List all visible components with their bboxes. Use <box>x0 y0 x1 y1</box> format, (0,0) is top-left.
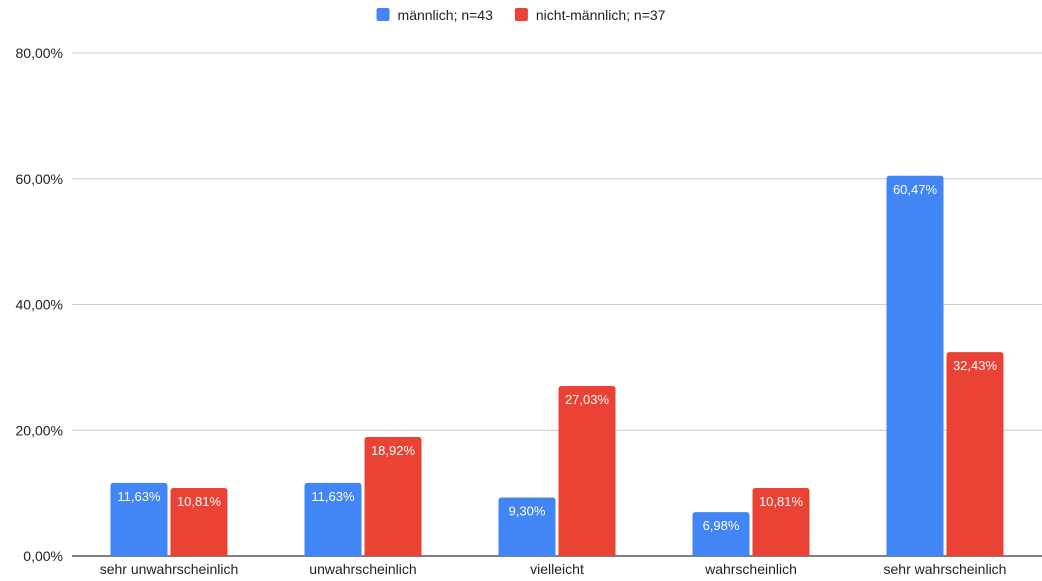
legend-swatch <box>514 8 528 21</box>
legend-label: nicht-männlich; n=37 <box>536 7 666 23</box>
data-label: 11,63% <box>117 489 161 504</box>
legend-label: männlich; n=43 <box>398 7 494 23</box>
legend-item: nicht-männlich; n=37 <box>514 7 666 23</box>
bar-nicht-maennlich <box>752 488 810 556</box>
data-label: 9,30% <box>509 504 546 519</box>
data-labels: 11,63% 10,81% 11,63% 18,92% 9,30% 27,03% 6,98%… <box>117 182 997 533</box>
data-label: 6,98% <box>703 518 740 533</box>
data-label: 10,81% <box>177 494 222 509</box>
y-tick-label: 20,00% <box>16 422 63 438</box>
data-label: 11,63% <box>311 489 355 504</box>
x-tick-label: sehr unwahrscheinlich <box>100 561 239 576</box>
gridlines <box>72 52 1042 557</box>
x-tick-label: sehr wahrscheinlich <box>884 561 1007 576</box>
data-label: 18,92% <box>371 443 416 458</box>
bars <box>110 175 1004 557</box>
bar-maennlich <box>498 497 556 556</box>
bar-maennlich <box>692 512 750 556</box>
y-tick-label: 80,00% <box>16 45 63 61</box>
y-axis-tick-labels: 0,00% 20,00% 40,00% 60,00% 80,00% <box>16 45 63 564</box>
x-axis-tick-labels: sehr unwahrscheinlich unwahrscheinlich vie… <box>100 561 1007 577</box>
data-label: 60,47% <box>893 182 938 197</box>
data-label: 27,03% <box>565 392 610 407</box>
x-tick-label: unwahrscheinlich <box>309 561 416 576</box>
y-tick-label: 40,00% <box>16 297 63 313</box>
legend: männlich; n=43 nicht-männlich; n=37 <box>376 7 666 23</box>
bar-maennlich <box>886 175 944 557</box>
bar-nicht-maennlich <box>364 437 422 556</box>
legend-swatch <box>376 8 390 21</box>
bar-maennlich <box>304 482 362 556</box>
y-tick-label: 0,00% <box>23 548 63 564</box>
bar-maennlich <box>110 482 168 556</box>
x-tick-label: vielleicht <box>530 561 584 576</box>
x-tick-label: wahrscheinlich <box>704 561 797 576</box>
legend-item: männlich; n=43 <box>376 7 494 23</box>
bar-nicht-maennlich <box>170 488 228 556</box>
data-label: 10,81% <box>759 494 804 509</box>
data-label: 32,43% <box>953 358 998 373</box>
y-tick-label: 60,00% <box>16 171 63 187</box>
bar-nicht-maennlich <box>558 386 616 556</box>
bar-nicht-maennlich <box>946 352 1004 556</box>
